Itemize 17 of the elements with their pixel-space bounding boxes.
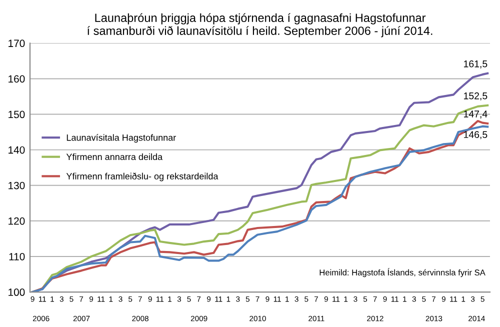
y-tick-label: 130 [8,182,25,190]
annotation: 147,4 [464,110,488,119]
annotation: 161,5 [464,60,488,68]
legend-label: Yfirmenn framleiðslu- og rekstardeilda [66,172,218,182]
y-tick-label: 120 [8,217,25,225]
y-tick-label: 110 [9,252,25,260]
y-tick-label: 170 [8,40,25,48]
legend-label: Launavísitala Hagstofunnar [66,134,176,143]
y-tick-label: 160 [8,75,25,83]
y-tick-label: 100 [8,288,25,296]
annotation: Heimild: Hagstofa Íslands, sérvinnsla fyrir SA [320,268,486,278]
y-tick-label: 140 [8,146,25,154]
y-tick-label: 150 [8,110,25,118]
legend-label: Yfirmenn annarra deilda [66,153,163,160]
chart-title: Launaþróun þriggja hópa stjórnenda í gagnasafni Hagstofunnar í samanburði við launavísitölu í heild. September 2006 - júní 2014. [88,13,432,38]
annotation: 152,5 [464,92,488,100]
annotation: 146,5 [464,131,488,140]
